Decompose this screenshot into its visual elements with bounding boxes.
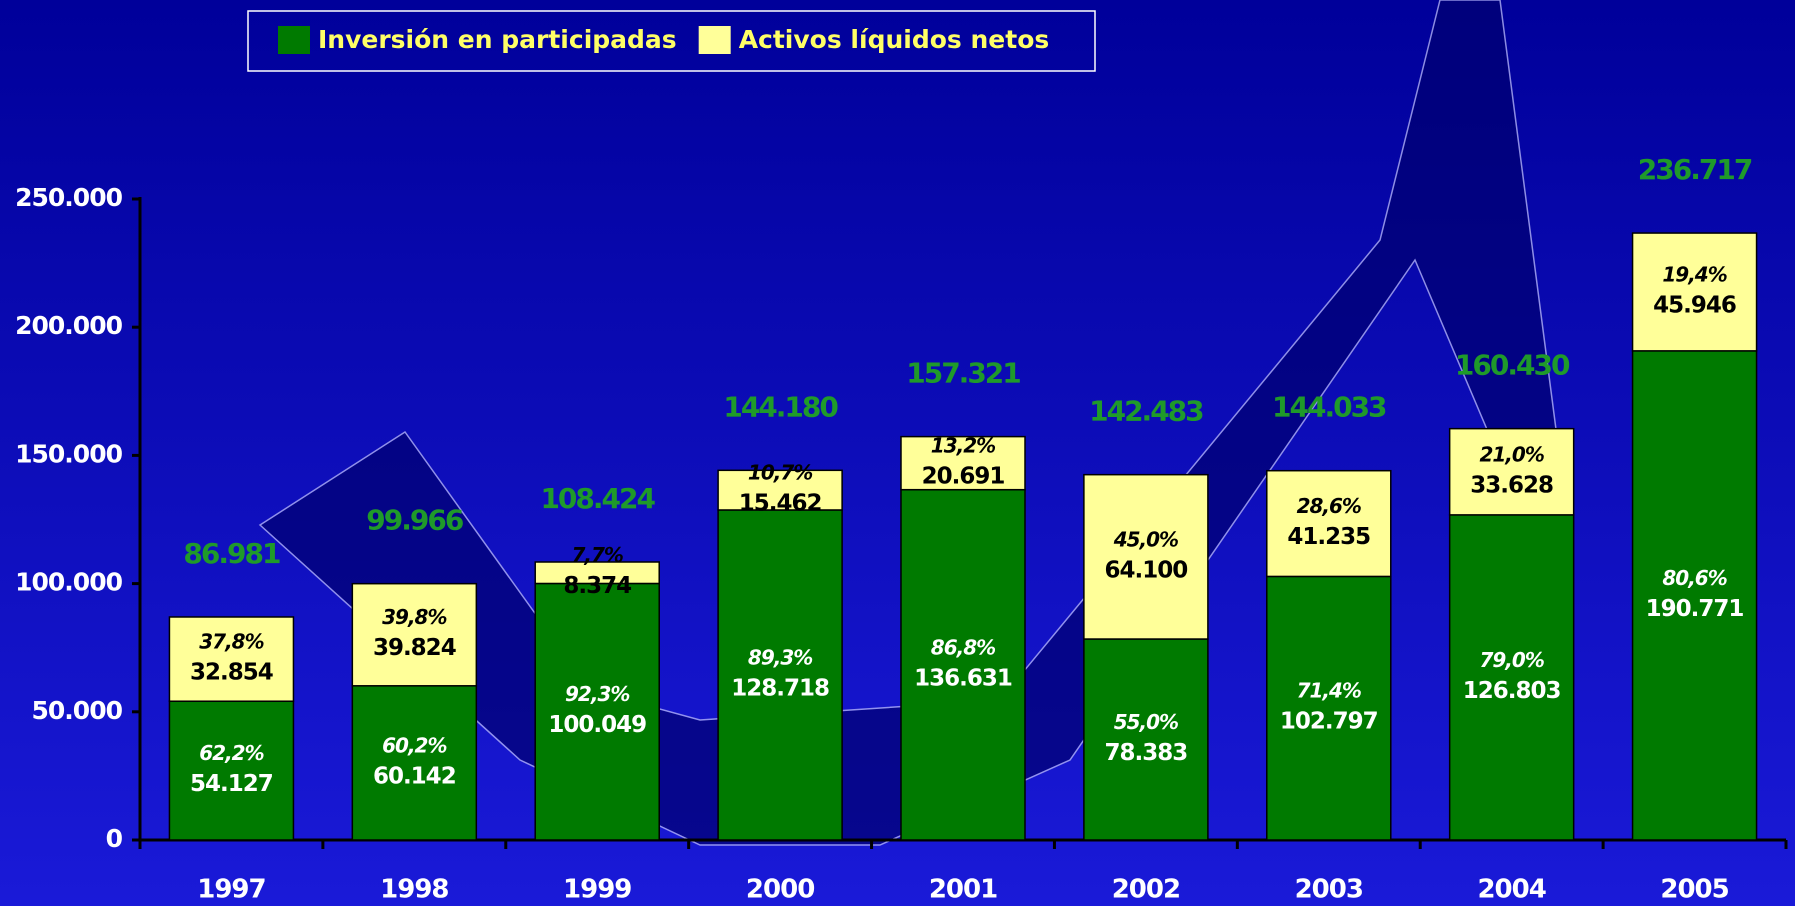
percent-label: 71,4% xyxy=(1297,679,1361,703)
value-label: 45.946 xyxy=(1653,292,1736,318)
value-label: 190.771 xyxy=(1646,596,1744,622)
bar-segment xyxy=(1631,350,1758,841)
legend-label: Activos líquidos netos xyxy=(739,25,1050,54)
value-label: 39.824 xyxy=(373,635,456,661)
bar-segment xyxy=(534,582,660,841)
legend-label: Inversión en participadas xyxy=(318,25,677,54)
x-tick-label: 2005 xyxy=(1660,875,1728,905)
y-tick-label: 250.000 xyxy=(15,183,122,212)
y-tick-label: 100.000 xyxy=(15,568,122,597)
value-label: 64.100 xyxy=(1105,557,1188,583)
total-label: 86.981 xyxy=(183,537,280,570)
percent-label: 92,3% xyxy=(565,682,629,706)
x-tick-label: 2000 xyxy=(746,875,814,905)
percent-label: 45,0% xyxy=(1113,527,1178,551)
bar-segment xyxy=(168,616,295,702)
percent-label: 55,0% xyxy=(1114,710,1178,734)
bar-segment xyxy=(900,488,1026,841)
y-tick-label: 150.000 xyxy=(15,439,122,468)
bar-segment xyxy=(1448,427,1575,516)
value-label: 20.691 xyxy=(922,464,1005,490)
value-label: 128.718 xyxy=(731,675,829,701)
bar-segment xyxy=(900,435,1026,491)
value-label: 78.383 xyxy=(1105,740,1188,766)
bar-segment xyxy=(1266,575,1392,841)
legend-box xyxy=(247,10,1096,72)
bar-segment xyxy=(168,700,295,841)
value-label: 126.803 xyxy=(1463,678,1561,704)
x-tick-label: 1997 xyxy=(197,875,265,905)
x-tick-label: 2001 xyxy=(929,875,997,905)
y-tick-label: 200.000 xyxy=(15,311,122,340)
bar-segment xyxy=(351,582,478,687)
percent-label: 79,0% xyxy=(1479,648,1543,672)
value-label: 41.235 xyxy=(1287,524,1370,550)
legend-swatch xyxy=(698,26,731,54)
value-label: 136.631 xyxy=(914,665,1012,691)
bar-segment xyxy=(1631,232,1758,352)
percent-label: 60,2% xyxy=(382,733,446,757)
percent-label: 37,8% xyxy=(199,630,263,654)
y-tick-label: 50.000 xyxy=(32,696,123,725)
y-tick-label: 0 xyxy=(106,824,123,853)
x-tick-label: 2004 xyxy=(1477,875,1545,905)
value-label: 32.854 xyxy=(190,660,273,686)
bar-segment xyxy=(1448,514,1575,841)
total-label: 160.430 xyxy=(1455,349,1570,382)
value-label: 100.049 xyxy=(548,712,646,738)
total-label: 99.966 xyxy=(366,504,463,537)
percent-label: 10,7% xyxy=(748,461,812,485)
value-label: 60.142 xyxy=(373,763,456,789)
total-label: 157.321 xyxy=(906,357,1020,390)
percent-label: 19,4% xyxy=(1662,262,1726,286)
percent-label: 13,2% xyxy=(931,434,995,458)
percent-label: 62,2% xyxy=(199,741,263,765)
bar-segment xyxy=(534,561,660,585)
bar-segment xyxy=(1266,469,1392,578)
percent-label: 89,3% xyxy=(748,645,812,669)
percent-label: 39,8% xyxy=(382,605,446,629)
bar-segment xyxy=(717,469,843,511)
bar-segment xyxy=(1083,638,1209,841)
total-label: 144.180 xyxy=(723,390,838,423)
total-label: 144.033 xyxy=(1272,391,1386,424)
bar-segment xyxy=(717,509,843,841)
value-label: 102.797 xyxy=(1280,709,1378,735)
percent-label: 21,0% xyxy=(1479,442,1543,466)
total-label: 108.424 xyxy=(540,482,655,515)
bar-segment xyxy=(1083,473,1209,640)
x-tick-label: 1999 xyxy=(563,875,631,905)
percent-label: 28,6% xyxy=(1297,494,1361,518)
percent-label: 80,6% xyxy=(1662,566,1726,590)
x-tick-label: 2003 xyxy=(1295,875,1363,905)
value-label: 33.628 xyxy=(1470,472,1553,498)
x-tick-label: 1998 xyxy=(380,875,448,905)
value-label: 8.374 xyxy=(563,573,631,599)
percent-label: 86,8% xyxy=(931,635,995,659)
value-label: 54.127 xyxy=(190,771,273,797)
legend-swatch xyxy=(278,26,310,54)
total-label: 142.483 xyxy=(1089,395,1203,428)
value-label: 15.462 xyxy=(739,491,822,517)
total-label: 236.717 xyxy=(1638,153,1752,186)
percent-label: 7,7% xyxy=(571,543,622,567)
x-tick-label: 2002 xyxy=(1112,875,1180,905)
